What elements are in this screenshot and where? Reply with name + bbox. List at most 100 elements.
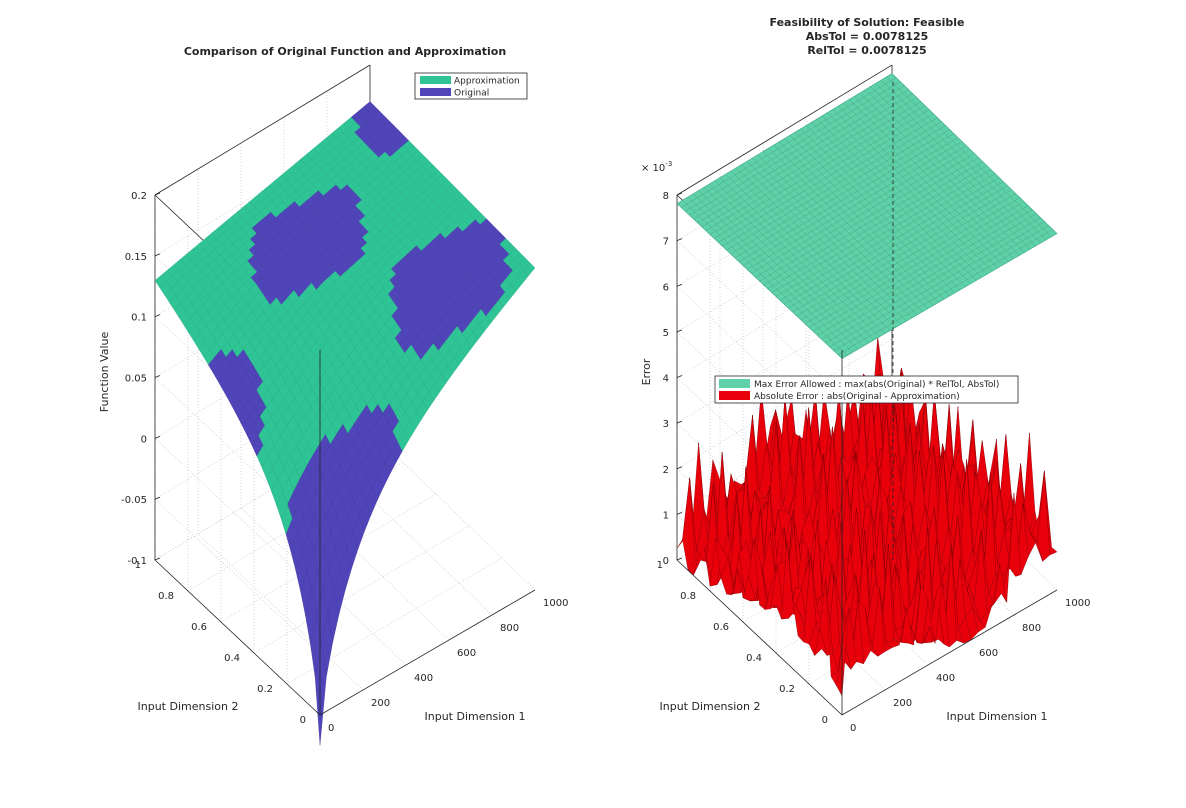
plane-mesh-line bbox=[886, 76, 1052, 237]
left-ztick: -0.1 bbox=[127, 556, 147, 567]
plane-mesh-line bbox=[722, 117, 938, 247]
z-tick-mark bbox=[154, 253, 161, 257]
plane-mesh-line bbox=[701, 97, 917, 227]
left-ytick: 0 bbox=[300, 715, 306, 726]
gridline bbox=[369, 429, 536, 591]
z-tick-mark bbox=[154, 557, 161, 561]
z-tick-mark bbox=[676, 283, 683, 287]
gridline bbox=[326, 455, 493, 616]
z-tick-mark bbox=[676, 375, 683, 378]
surface-patch bbox=[314, 643, 327, 746]
left-axes[interactable]: Comparison of Original Function and Appr… bbox=[98, 45, 568, 746]
right-ztick: 0 bbox=[663, 556, 669, 567]
z-tick-mark bbox=[676, 238, 683, 241]
right-tolerance-plane bbox=[676, 73, 1058, 359]
plane-mesh-line bbox=[747, 141, 963, 270]
plane-mesh-line bbox=[755, 149, 971, 278]
z-tick-mark bbox=[154, 314, 161, 318]
right-z-axis-label: Error bbox=[640, 358, 653, 385]
left-title: Comparison of Original Function and Appr… bbox=[184, 45, 506, 58]
right-xtick: 0 bbox=[850, 723, 856, 734]
right-legend[interactable]: Max Error Allowed : max(abs(Original) * … bbox=[714, 375, 1019, 404]
right-axes[interactable]: Feasibility of Solution: Feasible AbsTol… bbox=[640, 16, 1090, 734]
left-legend-label-original: Original bbox=[454, 89, 489, 99]
plane-mesh-line bbox=[843, 102, 1009, 262]
gridline bbox=[240, 507, 407, 666]
plane-mesh-line bbox=[881, 79, 1047, 240]
right-legend-swatch-max-error bbox=[719, 379, 750, 388]
left-xtick: 800 bbox=[500, 623, 519, 634]
plane-mesh-line bbox=[816, 118, 982, 278]
right-ztick: 7 bbox=[663, 237, 669, 248]
right-xtick: 800 bbox=[1022, 623, 1041, 634]
right-y-axis-label: Input Dimension 2 bbox=[660, 700, 761, 713]
right-ztick: 2 bbox=[663, 465, 669, 476]
plane-mesh-line bbox=[875, 83, 1042, 244]
left-x-ticks: 0 200 400 600 800 1000 bbox=[328, 598, 568, 734]
plane-mesh-line bbox=[689, 85, 905, 216]
plane-mesh-line bbox=[681, 77, 897, 208]
left-ytick: 0.2 bbox=[257, 684, 273, 695]
plane-mesh-line bbox=[848, 99, 1015, 259]
z-tick-mark bbox=[154, 375, 161, 378]
plane-mesh-line bbox=[859, 92, 1025, 253]
right-xtick: 1000 bbox=[1065, 598, 1090, 609]
left-ztick: 0.2 bbox=[131, 191, 147, 202]
plane-mesh-line bbox=[811, 122, 977, 281]
plane-mesh-line bbox=[742, 137, 959, 266]
plane-mesh-line bbox=[685, 81, 901, 212]
right-xtick: 400 bbox=[936, 673, 955, 684]
right-xtick: 200 bbox=[893, 698, 912, 709]
z-tick-mark bbox=[676, 192, 683, 196]
right-box-front bbox=[676, 192, 1058, 716]
plane-mesh-line bbox=[870, 86, 1036, 247]
right-legend-swatch-absolute-error bbox=[719, 391, 750, 400]
left-legend[interactable]: Approximation Original bbox=[414, 72, 528, 100]
left-xtick: 0 bbox=[328, 723, 334, 734]
right-ytick: 0.2 bbox=[779, 684, 795, 695]
right-ytick: 0.8 bbox=[680, 591, 696, 602]
plane-mesh-line bbox=[738, 133, 954, 262]
gridline bbox=[286, 557, 503, 685]
left-legend-label-approximation: Approximation bbox=[454, 77, 520, 87]
plane-mesh-line bbox=[709, 105, 926, 235]
left-legend-swatch-approximation bbox=[420, 76, 451, 84]
left-ztick: 0 bbox=[141, 434, 147, 445]
gridline bbox=[197, 533, 364, 691]
left-ytick: 0.4 bbox=[224, 653, 240, 664]
plane-mesh-line bbox=[705, 101, 921, 231]
right-title-line-3: RelTol = 0.0078125 bbox=[807, 44, 926, 57]
left-surface bbox=[154, 101, 536, 746]
plane-mesh-line bbox=[789, 135, 956, 294]
right-xtick: 600 bbox=[979, 648, 998, 659]
plane-mesh-line bbox=[800, 128, 966, 287]
tolerance-plane bbox=[676, 73, 1058, 359]
left-xtick: 600 bbox=[457, 648, 476, 659]
z-tick-mark bbox=[154, 435, 161, 439]
z-tick-mark bbox=[676, 420, 683, 424]
error-surface-patch bbox=[836, 606, 850, 697]
left-ztick: 0.1 bbox=[131, 313, 147, 324]
right-title-line-2: AbsTol = 0.0078125 bbox=[806, 30, 929, 43]
plane-mesh-line bbox=[832, 109, 999, 269]
left-xtick: 200 bbox=[371, 698, 390, 709]
z-tick-mark bbox=[676, 512, 683, 515]
right-ztick: 8 bbox=[663, 191, 669, 202]
axis-box-edge bbox=[841, 589, 1058, 716]
right-z-scale-times: × 10 bbox=[641, 163, 665, 174]
right-x-ticks: 0 200 400 600 800 1000 bbox=[850, 598, 1090, 734]
right-ytick: 0 bbox=[822, 715, 828, 726]
right-ytick: 1 bbox=[657, 560, 663, 571]
left-legend-swatch-original bbox=[420, 88, 451, 96]
left-y-axis-label: Input Dimension 2 bbox=[138, 700, 239, 713]
right-title-line-1: Feasibility of Solution: Feasible bbox=[770, 16, 965, 29]
right-x-axis-label: Input Dimension 1 bbox=[947, 710, 1048, 723]
left-ytick: 1 bbox=[135, 560, 141, 571]
left-ztick: -0.05 bbox=[121, 495, 147, 506]
left-box-front bbox=[154, 192, 536, 716]
plane-mesh-line bbox=[734, 129, 950, 258]
axis-box-edge bbox=[676, 64, 893, 196]
left-y-ticks: 0 0.2 0.4 0.6 0.8 1 bbox=[135, 560, 306, 726]
left-ztick: 0.15 bbox=[125, 252, 147, 263]
